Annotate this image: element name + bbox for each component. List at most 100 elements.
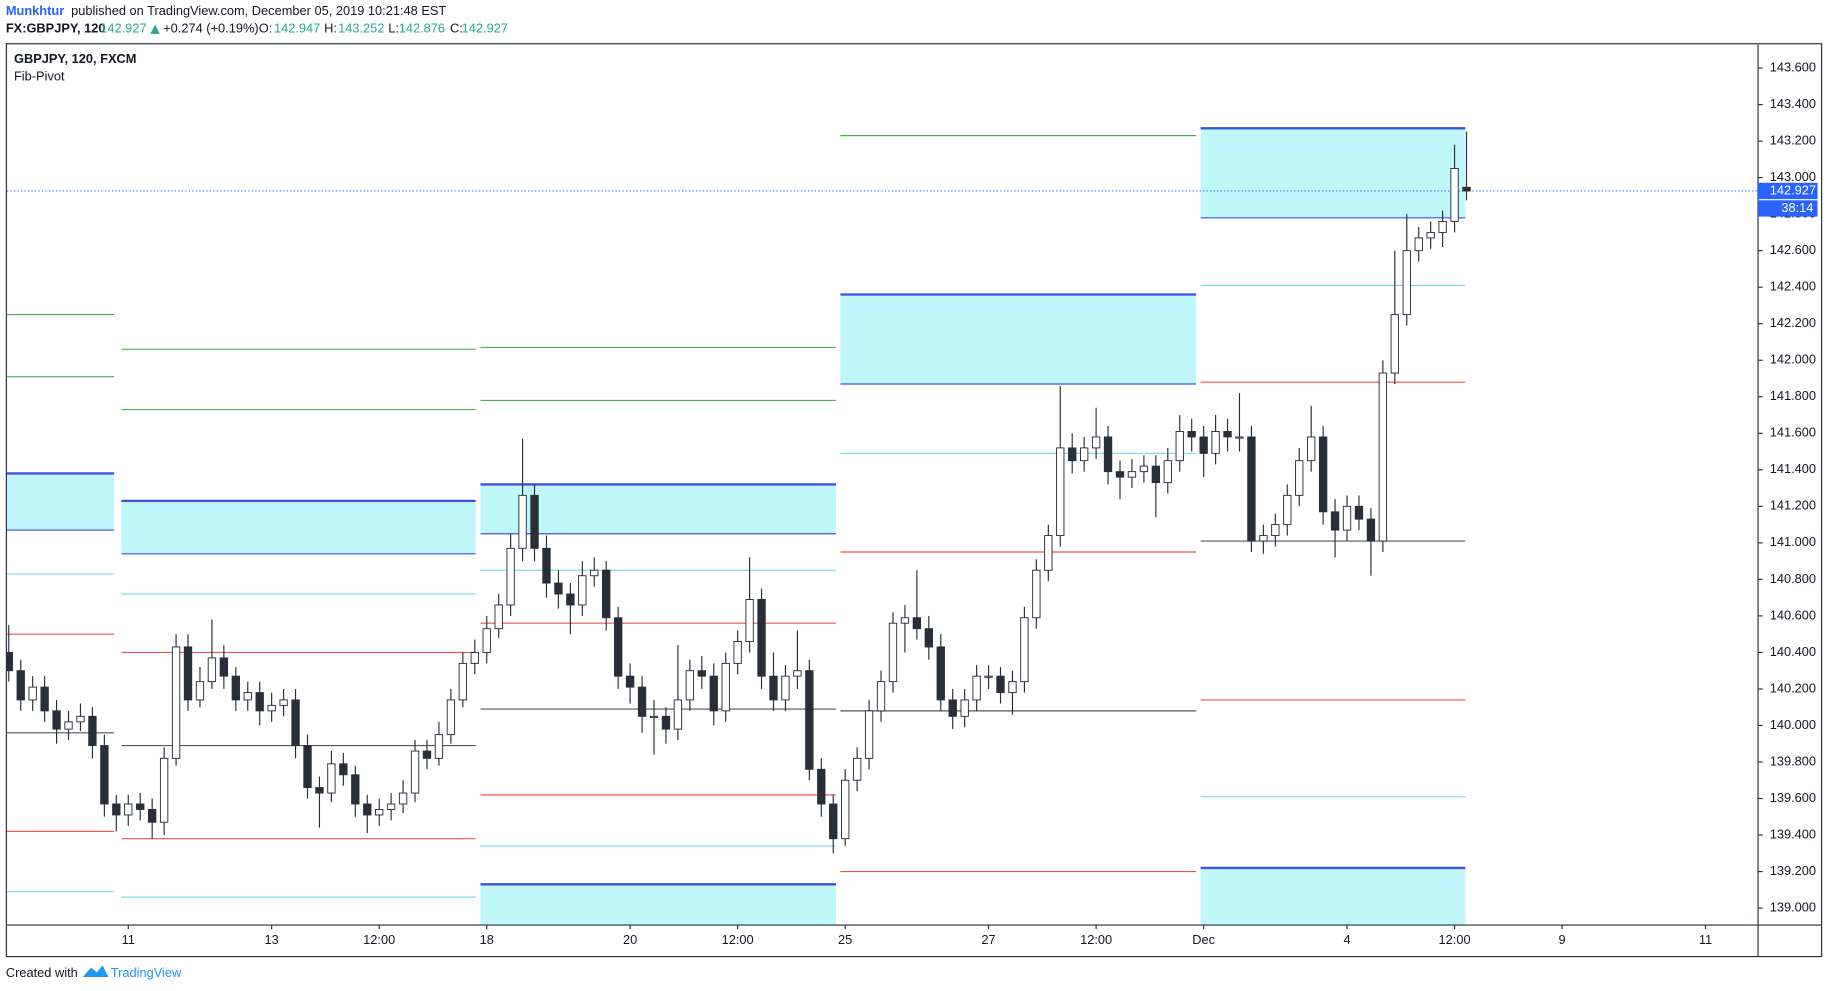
x-tick-label: 11 [122, 932, 135, 947]
candle-body [864, 710, 874, 759]
y-tick-label: 143.600 [1770, 59, 1816, 74]
candle-body [195, 681, 205, 701]
candle-body [829, 803, 838, 840]
candle-body [327, 763, 336, 794]
candle-body [649, 715, 659, 718]
x-tick-label: 4 [1343, 932, 1350, 947]
candle-body [1366, 518, 1376, 542]
author[interactable]: Munkhtur [6, 3, 64, 18]
candle-body [876, 681, 886, 712]
candle-body [781, 675, 790, 701]
y-tick-label: 141.000 [1770, 534, 1816, 549]
pivot-zone [480, 884, 836, 925]
candle-body [267, 704, 276, 712]
candle-body [1414, 237, 1423, 252]
candle-body [434, 734, 444, 759]
candle-body [16, 670, 25, 701]
candle-body [255, 692, 264, 712]
indicator-name: Fib-Pivot [14, 68, 65, 83]
y-tick-label: 142.400 [1770, 279, 1816, 294]
x-tick-label: 12:00 [363, 932, 395, 947]
candle-body [1175, 431, 1184, 462]
candle-body [1354, 505, 1364, 520]
candle-body [972, 675, 981, 701]
candle-body [159, 757, 169, 823]
candle-body [888, 622, 898, 683]
close-value: 142.927 [462, 21, 508, 36]
candle-body [124, 803, 133, 816]
candle-body [1127, 471, 1137, 478]
high-label: H: [324, 21, 337, 36]
x-tick-label: 11 [1699, 932, 1712, 947]
plot [6, 127, 1759, 925]
candle-body [817, 768, 826, 805]
candle-body [410, 750, 420, 794]
candle-body [1223, 431, 1232, 438]
candle-body [590, 569, 599, 577]
candle-body [578, 575, 587, 606]
candle-body [171, 646, 181, 759]
candle-body [1187, 431, 1196, 438]
y-tick-label: 141.800 [1770, 388, 1816, 403]
candle-body [1068, 447, 1077, 462]
candle-body [207, 657, 217, 683]
y-tick-label: 141.200 [1770, 498, 1816, 513]
candle-body [1211, 431, 1220, 454]
change: +0.274 (+0.19%) [163, 21, 258, 36]
x-tick-label: 18 [480, 932, 494, 947]
axes: 139.000 139.200 139.400 139.600 139.800 140.0… [122, 59, 1818, 947]
candle-body [1044, 535, 1053, 571]
candle-body [1271, 524, 1280, 537]
candle-body [602, 569, 611, 619]
x-tick-label: 20 [623, 932, 637, 947]
candle-body [506, 547, 515, 606]
candle-body [1438, 220, 1447, 233]
candle-body [709, 675, 718, 712]
brand[interactable]: TradingView [111, 965, 182, 980]
y-tick-label: 143.400 [1770, 96, 1816, 111]
candle-body [1115, 471, 1125, 478]
candle-body [554, 582, 563, 595]
candle-body [100, 745, 109, 805]
candle-body [315, 787, 324, 794]
last-price-box [1758, 182, 1818, 200]
high-value: 143.252 [338, 21, 384, 36]
y-tick-label: 140.200 [1770, 680, 1816, 695]
candle-body [375, 809, 384, 816]
candle-body [446, 699, 456, 736]
candle-body [183, 646, 193, 701]
candle-body [6, 651, 13, 672]
candle-body [243, 692, 252, 701]
candle-body [1342, 505, 1352, 531]
countdown-label: 38:14 [1781, 200, 1813, 215]
frame [5, 43, 1823, 958]
x-tick-label: 12:00 [1080, 932, 1112, 947]
candle-body [924, 628, 933, 648]
close-label: C: [450, 21, 463, 36]
candle-body [733, 641, 742, 664]
candle-body [1163, 460, 1172, 484]
candle-body [1079, 447, 1089, 462]
candle-body [625, 675, 635, 688]
candle-body [482, 628, 491, 653]
y-tick-label: 142.200 [1770, 315, 1816, 330]
y-tick-label: 143.200 [1770, 133, 1816, 148]
candle-body [1283, 494, 1292, 526]
candle-body [1020, 617, 1029, 683]
candle-body [470, 651, 479, 664]
candle-body [1318, 436, 1328, 513]
candle-body [721, 662, 730, 712]
candle-body [900, 617, 910, 624]
candle-body [76, 715, 85, 723]
candle-body [960, 699, 969, 717]
y-tick-label: 141.400 [1770, 461, 1816, 476]
y-tick-label: 143.000 [1770, 169, 1816, 184]
candle-body [1259, 535, 1268, 542]
candle-body [1199, 436, 1208, 454]
footer-text: Created with [6, 965, 78, 980]
candle-body [685, 670, 695, 701]
candle-body [1462, 186, 1471, 192]
candle-body [1390, 314, 1399, 374]
y-tick-label: 142.000 [1770, 352, 1816, 367]
candle-body [1091, 436, 1101, 449]
